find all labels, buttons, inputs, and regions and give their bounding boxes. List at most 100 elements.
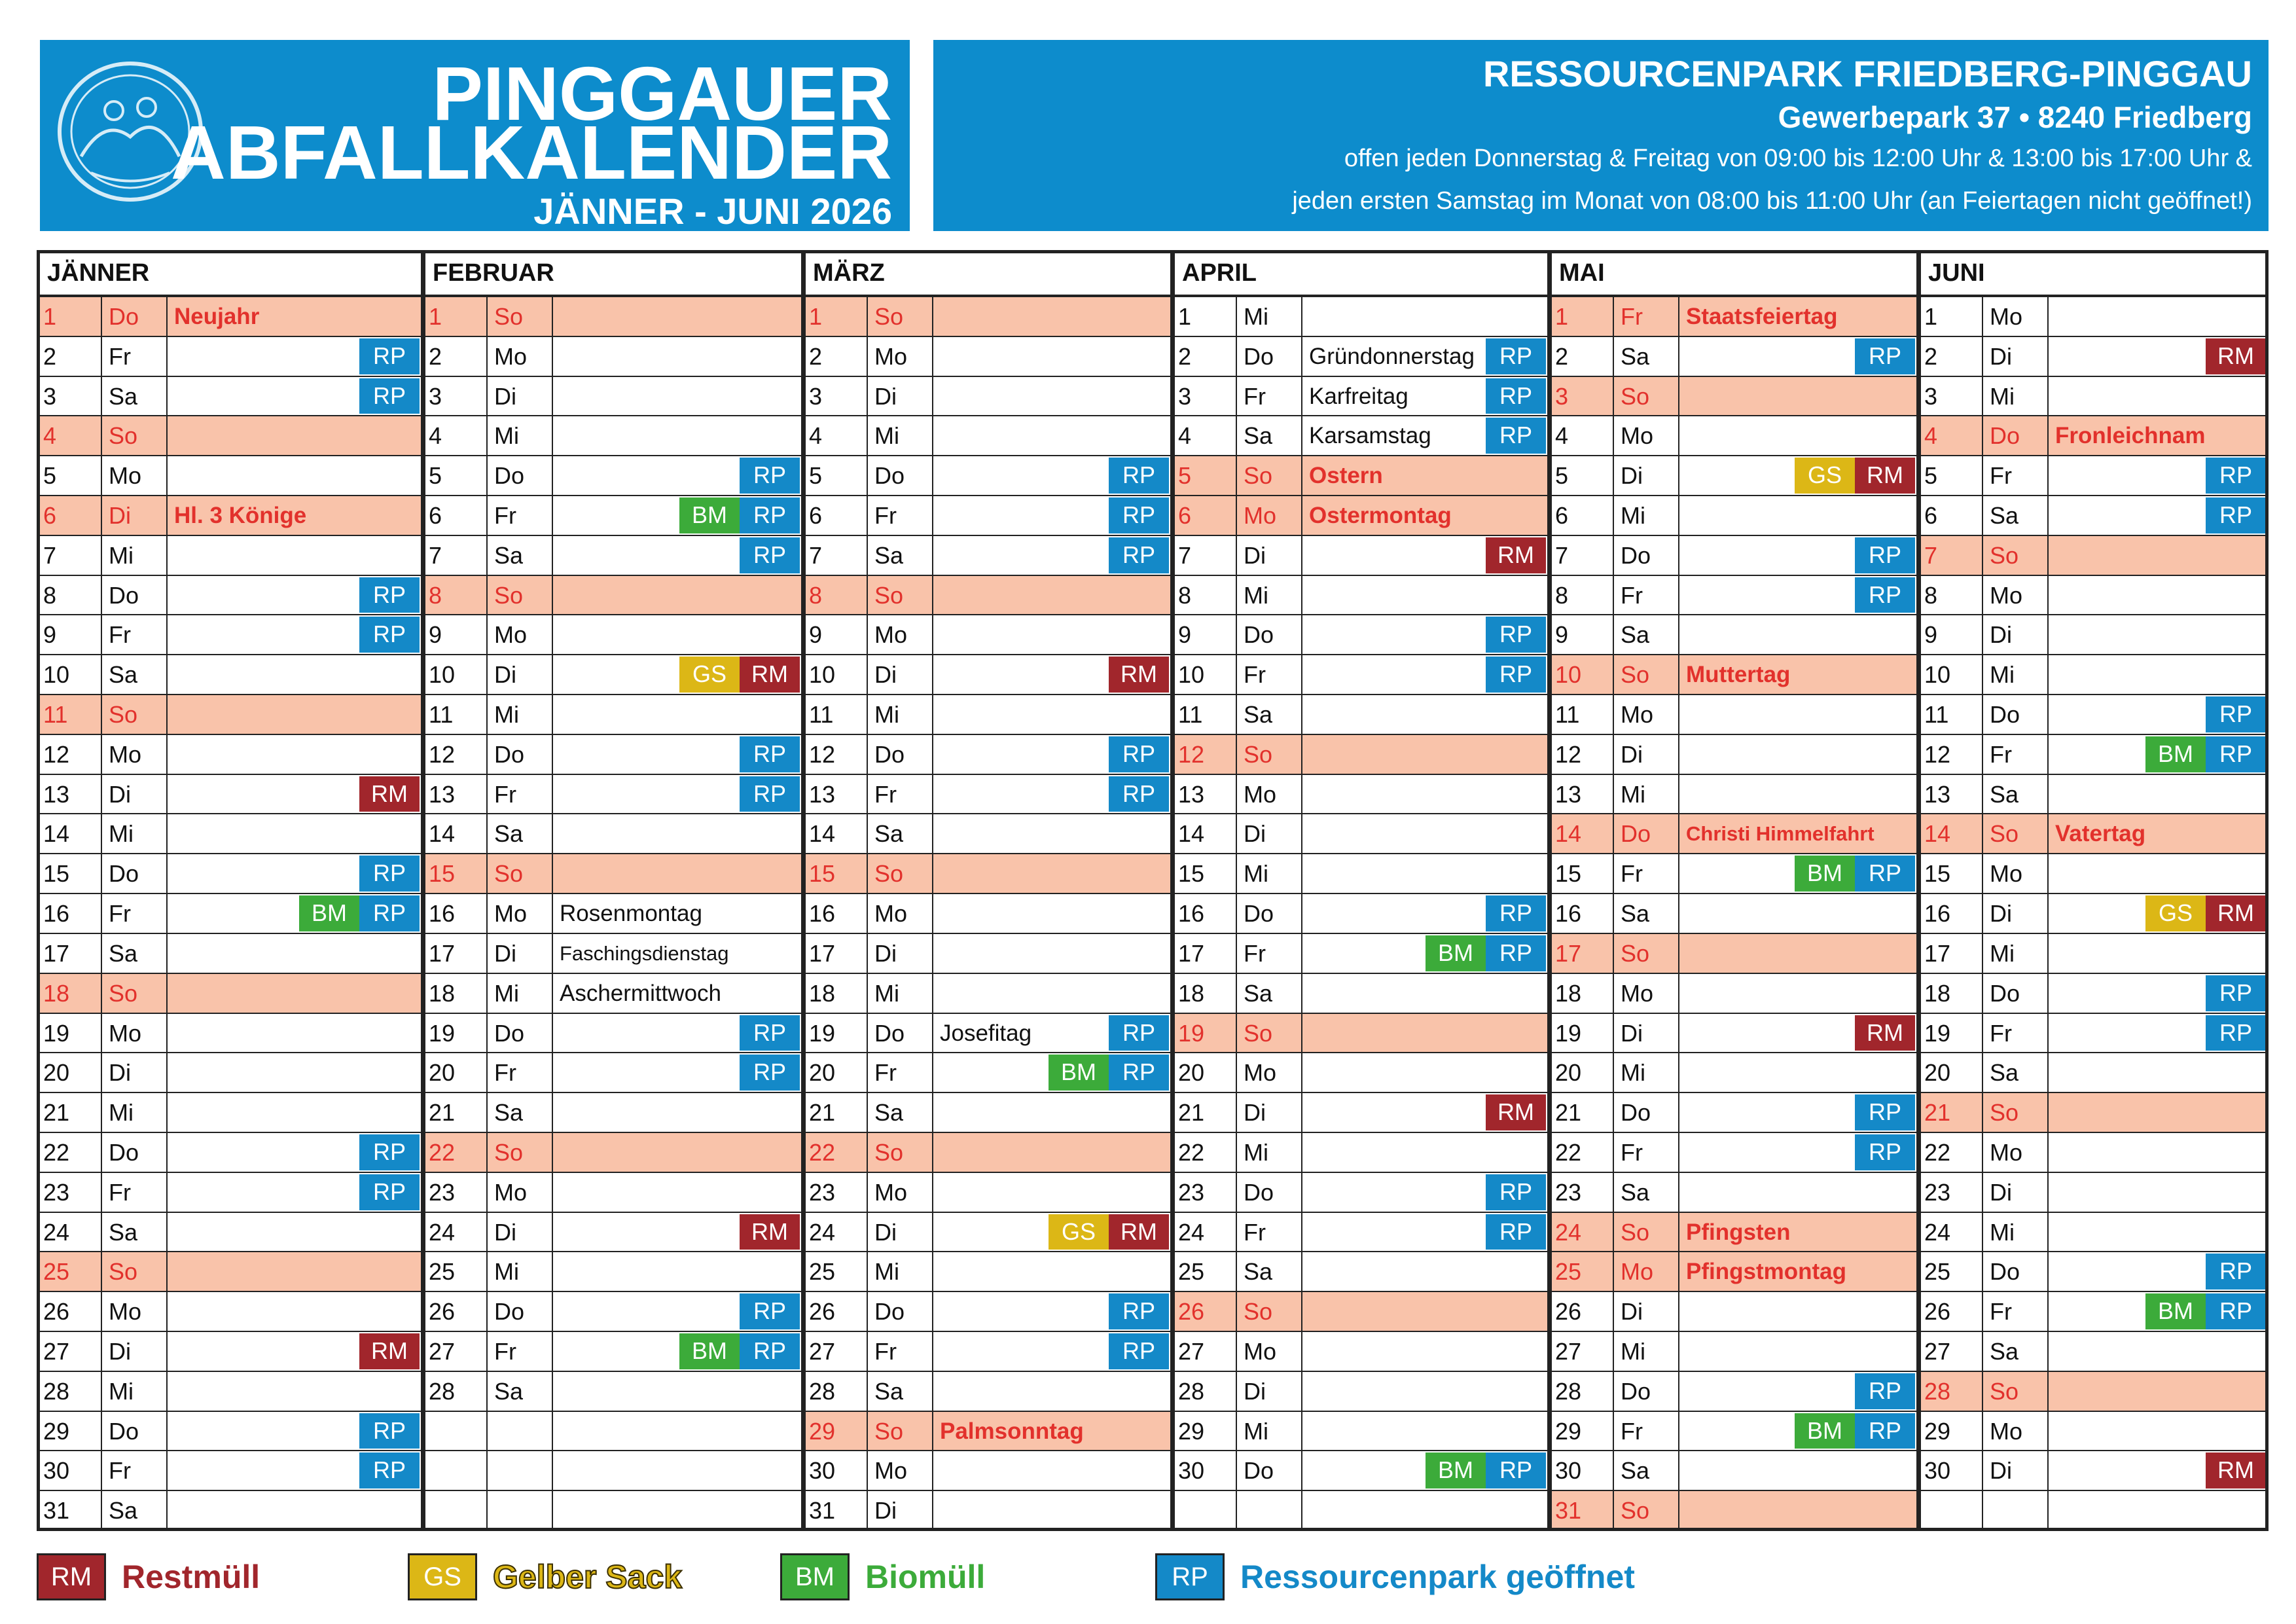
weekday: Di bbox=[488, 933, 553, 973]
weekday: Di bbox=[488, 1212, 553, 1252]
day-number bbox=[422, 1411, 488, 1451]
day-row: 4 So bbox=[37, 416, 422, 457]
weekday: So bbox=[102, 1252, 168, 1291]
weekday: Sa bbox=[1983, 496, 2049, 535]
weekday: So bbox=[1237, 456, 1302, 496]
park-address: Gewerbepark 37 • 8240 Friedberg bbox=[1778, 100, 2252, 134]
weekday: Mo bbox=[488, 615, 553, 655]
legend-code: RM bbox=[37, 1553, 106, 1600]
weekday: Sa bbox=[1983, 1053, 2049, 1092]
day-number: 14 bbox=[802, 814, 868, 854]
collection-tag: RP bbox=[359, 577, 420, 613]
day-number: 21 bbox=[422, 1093, 488, 1132]
day-number: 8 bbox=[1172, 575, 1237, 615]
day-row: 22 Fr RP bbox=[1549, 1132, 1918, 1173]
day-row: 8 Mi bbox=[1172, 575, 1549, 616]
collection-tag: RM bbox=[1109, 1214, 1169, 1250]
day-row: 6 Fr BM RP bbox=[422, 496, 802, 536]
day-row: 26 Mo bbox=[37, 1292, 422, 1332]
day-row: 6 Fr RP bbox=[802, 496, 1172, 536]
weekday: Mi bbox=[1614, 1053, 1679, 1092]
day-row: 14 Di bbox=[1172, 814, 1549, 855]
day-number: 30 bbox=[802, 1451, 868, 1490]
weekday: Sa bbox=[868, 535, 933, 575]
day-row: 29 Mi bbox=[1172, 1411, 1549, 1452]
weekday: Sa bbox=[102, 1212, 168, 1252]
collection-tag: RP bbox=[1486, 1453, 1546, 1489]
day-row: 17 Sa bbox=[37, 933, 422, 974]
weekday: Fr bbox=[1614, 575, 1679, 615]
weekday: Mo bbox=[1237, 496, 1302, 535]
day-number: 7 bbox=[1549, 535, 1614, 575]
day-number: 16 bbox=[1172, 894, 1237, 933]
day-row: 5 So Ostern bbox=[1172, 456, 1549, 497]
collection-tag: RP bbox=[359, 1413, 420, 1449]
collection-tag: BM bbox=[1426, 935, 1486, 971]
day-number: 3 bbox=[422, 376, 488, 416]
weekday: Sa bbox=[1614, 894, 1679, 933]
day-row: 22 Mi bbox=[1172, 1132, 1549, 1173]
collection-tag: RP bbox=[2206, 497, 2266, 533]
day-number: 17 bbox=[802, 933, 868, 973]
weekday: Do bbox=[868, 1013, 933, 1053]
collection-tag: RP bbox=[740, 1015, 800, 1051]
weekday: So bbox=[488, 297, 553, 336]
info-box: RESSOURCENPARK FRIEDBERG-PINGGAU Gewerbe… bbox=[933, 40, 2269, 231]
month-header: MÄRZ bbox=[802, 250, 1172, 297]
weekday: Sa bbox=[1237, 1252, 1302, 1291]
weekday: Do bbox=[1614, 535, 1679, 575]
weekday: Mo bbox=[1614, 973, 1679, 1013]
weekday: Mo bbox=[488, 336, 553, 376]
collection-tag: RP bbox=[1486, 935, 1546, 971]
weekday: So bbox=[868, 1132, 933, 1172]
collection-tag: BM bbox=[299, 895, 359, 931]
weekday: Mi bbox=[102, 1093, 168, 1132]
holiday-note: Karfreitag bbox=[1309, 383, 1408, 409]
day-number: 23 bbox=[422, 1172, 488, 1212]
day-row: 2 Sa RP bbox=[1549, 336, 1918, 377]
weekday: Mo bbox=[1983, 575, 2049, 615]
day-row: 3 Fr Karfreitag RP bbox=[1172, 376, 1549, 417]
day-number: 6 bbox=[1918, 496, 1983, 535]
day-number: 10 bbox=[802, 655, 868, 695]
day-number: 8 bbox=[1918, 575, 1983, 615]
collection-tag: RP bbox=[1109, 1293, 1169, 1329]
day-number: 1 bbox=[1918, 297, 1983, 336]
weekday: Mo bbox=[1237, 774, 1302, 814]
day-number: 6 bbox=[802, 496, 868, 535]
holiday-note: Vatertag bbox=[2055, 821, 2146, 847]
weekday bbox=[488, 1411, 553, 1451]
period: JÄNNER - JUNI 2026 bbox=[533, 190, 892, 232]
weekday: Mi bbox=[1614, 774, 1679, 814]
day-number: 30 bbox=[37, 1451, 102, 1490]
weekday: Fr bbox=[1237, 376, 1302, 416]
day-number: 9 bbox=[1549, 615, 1614, 655]
day-row: 23 Sa bbox=[1549, 1172, 1918, 1213]
day-row: 8 Do RP bbox=[37, 575, 422, 616]
day-number: 19 bbox=[1549, 1013, 1614, 1053]
day-row: 28 Di bbox=[1172, 1371, 1549, 1412]
collection-tag: RP bbox=[1109, 1055, 1169, 1091]
collection-tag: GS bbox=[2145, 895, 2206, 931]
weekday: Di bbox=[1983, 894, 2049, 933]
month-frame bbox=[1918, 250, 2269, 1531]
weekday: Di bbox=[1614, 1292, 1679, 1331]
day-number: 25 bbox=[1918, 1252, 1983, 1291]
day-number: 3 bbox=[1918, 376, 1983, 416]
day-number: 27 bbox=[1918, 1331, 1983, 1371]
month-header: JUNI bbox=[1918, 250, 2269, 297]
collection-tag: RP bbox=[1109, 537, 1169, 573]
day-row: 20 Fr BM RP bbox=[802, 1053, 1172, 1094]
day-number: 28 bbox=[422, 1371, 488, 1411]
day-row: 23 Fr RP bbox=[37, 1172, 422, 1213]
day-row: 20 Mi bbox=[1549, 1053, 1918, 1094]
day-number: 16 bbox=[1918, 894, 1983, 933]
day-row: 19 Do RP bbox=[422, 1013, 802, 1054]
day-number: 13 bbox=[1918, 774, 1983, 814]
day-number bbox=[1172, 1491, 1237, 1530]
weekday: Mo bbox=[1983, 297, 2049, 336]
day-number: 28 bbox=[1549, 1371, 1614, 1411]
day-number: 8 bbox=[802, 575, 868, 615]
day-row: 28 Sa bbox=[802, 1371, 1172, 1412]
weekday: Do bbox=[1237, 894, 1302, 933]
